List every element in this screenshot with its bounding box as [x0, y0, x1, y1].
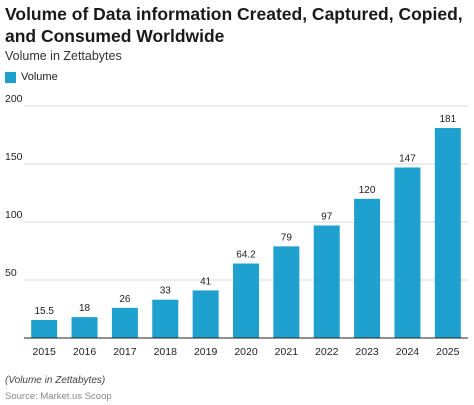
x-tick-label: 2018 [154, 346, 178, 358]
bar [273, 246, 300, 338]
x-tick-label: 2016 [73, 346, 97, 358]
bar [152, 299, 179, 338]
y-tick-label: 200 [5, 93, 23, 105]
bar [71, 317, 98, 338]
y-tick-label: 50 [5, 267, 17, 279]
data-label: 79 [281, 232, 293, 243]
y-tick-label: 150 [5, 151, 23, 163]
data-label: 18 [79, 303, 91, 314]
x-tick-label: 2025 [436, 346, 460, 358]
data-label: 15.5 [34, 306, 54, 317]
chart-title: Volume of Data information Created, Capt… [5, 4, 463, 46]
data-label: 41 [200, 276, 212, 287]
x-tick-label: 2021 [275, 346, 299, 358]
data-label: 26 [119, 294, 131, 305]
bar [233, 263, 259, 338]
x-tick-label: 2024 [396, 346, 420, 358]
bar [434, 128, 461, 338]
data-labels: 15.5 18 26 33 41 64.2 79 97 120 147 181 [34, 114, 456, 317]
bar [111, 307, 138, 338]
legend-label: Volume [21, 71, 58, 83]
bar [192, 290, 219, 338]
data-label: 64.2 [236, 250, 256, 261]
bars [31, 128, 461, 338]
gridlines [24, 105, 468, 281]
data-label: 33 [160, 286, 172, 297]
x-tick-label: 2020 [234, 346, 258, 358]
data-label: 97 [321, 211, 333, 222]
bar [354, 198, 381, 338]
x-tick-label: 2022 [315, 346, 339, 358]
x-tick-label: 2015 [33, 346, 57, 358]
x-tick-label: 2017 [113, 346, 137, 358]
bar [31, 320, 58, 338]
bar [394, 167, 421, 338]
chart-subtitle: Volume in Zettabytes [5, 49, 122, 63]
data-label: 181 [439, 114, 456, 125]
x-tick-label: 2023 [355, 346, 379, 358]
axes: 50 100 150 200 2015 2016 2017 2018 2019 2020 2021 2… [5, 93, 468, 358]
source-credit: Source: Market.us Scoop [5, 391, 112, 402]
data-label: 147 [399, 153, 416, 164]
legend-swatch [5, 71, 16, 83]
bar [313, 225, 340, 338]
footnote: (Volume in Zettabytes) [5, 375, 106, 386]
data-label: 120 [359, 185, 376, 196]
legend: Volume [5, 71, 58, 83]
y-tick-label: 100 [5, 209, 23, 221]
x-tick-label: 2019 [194, 346, 218, 358]
